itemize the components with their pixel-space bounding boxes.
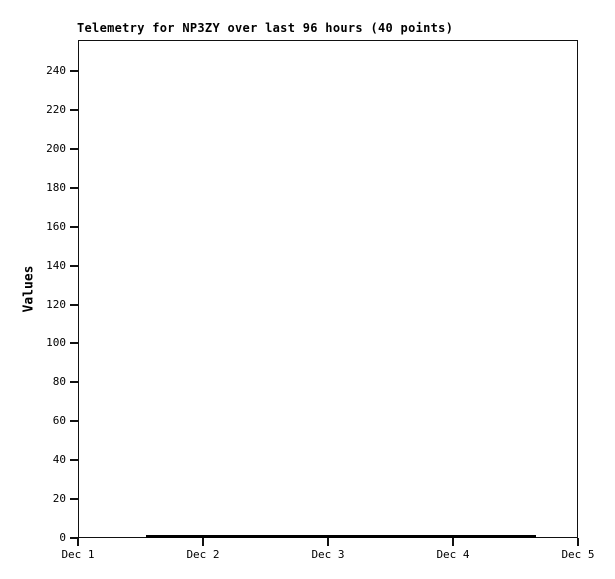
x-tick-label: Dec 4 — [436, 548, 470, 561]
y-tick-label: 40 — [52, 453, 66, 467]
x-tick-label: Dec 2 — [186, 548, 220, 561]
y-tick-mark — [70, 537, 78, 539]
y-tick-label: 160 — [46, 219, 66, 233]
series-line-telemetry-values — [145, 535, 537, 538]
y-tick-label: 200 — [46, 141, 66, 155]
x-tick-mark — [452, 538, 454, 546]
x-tick-label: Dec 1 — [61, 548, 95, 561]
x-tick-label: Dec 5 — [561, 548, 595, 561]
x-tick-mark — [577, 538, 579, 546]
y-tick-label: 220 — [46, 103, 66, 117]
y-tick-mark — [70, 498, 78, 501]
x-tick-mark — [327, 538, 329, 546]
y-tick-mark — [70, 381, 78, 384]
y-tick-mark — [70, 264, 78, 267]
y-tick-label: 20 — [52, 492, 66, 506]
plot-area — [78, 40, 578, 538]
y-tick-mark — [70, 70, 78, 73]
y-tick-mark — [70, 186, 78, 189]
y-tick-mark — [70, 225, 78, 228]
y-tick-label: 0 — [59, 531, 66, 544]
y-tick-label: 80 — [52, 375, 66, 389]
x-tick-label: Dec 3 — [311, 548, 345, 561]
y-tick-mark — [70, 303, 78, 306]
y-tick-label: 60 — [52, 414, 66, 428]
y-tick-mark — [70, 109, 78, 112]
y-tick-label: 240 — [46, 64, 66, 78]
y-tick-mark — [70, 342, 78, 345]
y-tick-mark — [70, 147, 78, 150]
y-tick-mark — [70, 459, 78, 462]
y-tick-label: 180 — [46, 180, 66, 194]
x-tick-mark — [202, 538, 204, 546]
y-tick-label: 100 — [46, 336, 66, 350]
y-tick-label: 140 — [46, 258, 66, 272]
chart-title: Telemetry for NP3ZY over last 96 hours (… — [77, 21, 454, 35]
x-tick-mark — [77, 538, 79, 546]
y-tick-mark — [70, 420, 78, 423]
y-tick-label: 120 — [46, 297, 66, 311]
